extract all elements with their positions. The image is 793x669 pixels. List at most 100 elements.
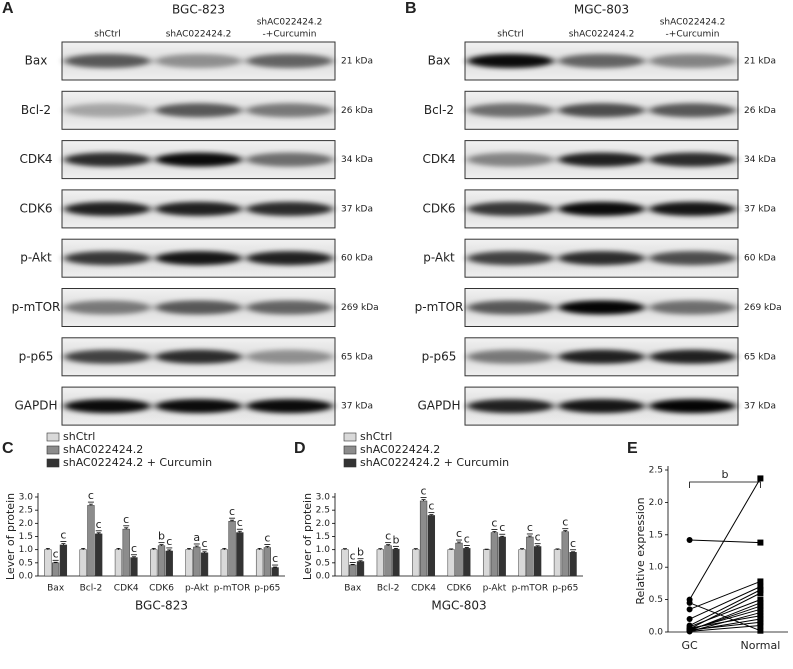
error-bar bbox=[563, 530, 568, 532]
significance-label: c bbox=[202, 537, 208, 550]
error-bar bbox=[151, 547, 156, 550]
blot-band bbox=[558, 251, 645, 266]
bar bbox=[263, 547, 271, 577]
y-tick-label: 0.5 bbox=[649, 595, 663, 605]
bar bbox=[79, 549, 87, 577]
x-tick-label: p-mTOR bbox=[512, 584, 549, 594]
point bbox=[757, 609, 764, 616]
blot-band bbox=[649, 103, 736, 118]
error-bar bbox=[555, 548, 560, 550]
bar bbox=[392, 548, 400, 577]
point bbox=[757, 475, 764, 482]
protein-label: p-p65 bbox=[422, 349, 457, 363]
blot-band bbox=[155, 300, 242, 315]
error-bar bbox=[202, 551, 207, 553]
significance-label: c bbox=[237, 516, 243, 529]
pair-line bbox=[689, 586, 761, 620]
legend-swatch bbox=[46, 432, 60, 442]
bar bbox=[130, 557, 138, 577]
blot-band bbox=[558, 152, 645, 167]
bar bbox=[349, 564, 357, 577]
point bbox=[757, 583, 764, 590]
blot-band bbox=[558, 399, 645, 414]
error-bar bbox=[187, 547, 192, 550]
bar bbox=[419, 500, 428, 577]
error-bar bbox=[378, 548, 383, 550]
significance-label: c bbox=[456, 527, 462, 540]
significance-label: b bbox=[158, 530, 165, 543]
bar bbox=[200, 552, 209, 577]
significance-label: c bbox=[272, 552, 278, 565]
bar bbox=[561, 531, 569, 577]
error-bar bbox=[386, 544, 391, 546]
significance-label: c bbox=[570, 537, 576, 550]
lane-header: shCtrl bbox=[94, 30, 120, 40]
pair-line bbox=[689, 539, 761, 544]
blot-band bbox=[155, 399, 242, 414]
size-label: 37 kDa bbox=[744, 204, 776, 214]
blot-band bbox=[246, 152, 333, 167]
bar bbox=[518, 549, 526, 577]
lane-header: shAC022424.2 bbox=[166, 30, 232, 40]
lane-header: shAC022424.2 bbox=[569, 30, 635, 40]
blot-band bbox=[467, 251, 554, 266]
blot-band bbox=[64, 349, 151, 364]
significance-label: c bbox=[421, 485, 427, 498]
pair-line bbox=[689, 621, 761, 631]
size-label: 34 kDa bbox=[744, 155, 776, 165]
x-tick-label: p-p65 bbox=[552, 584, 578, 594]
size-label: 65 kDa bbox=[341, 352, 373, 362]
blot-band bbox=[155, 201, 242, 216]
point bbox=[686, 616, 693, 623]
blot-band bbox=[64, 152, 151, 167]
protein-label: Bcl-2 bbox=[424, 103, 454, 117]
significance-label: b bbox=[392, 533, 399, 546]
blot-band bbox=[246, 251, 333, 266]
legend-label: shAC022424.2 + Curcumin bbox=[360, 456, 509, 469]
blot-band bbox=[467, 300, 554, 315]
blot-band bbox=[64, 251, 151, 266]
blot-band bbox=[64, 300, 151, 315]
lane-header: shCtrl bbox=[497, 30, 523, 40]
blot-band bbox=[64, 103, 151, 118]
significance-label: c bbox=[131, 542, 137, 555]
x-tick-label: Bax bbox=[47, 584, 65, 594]
bar bbox=[87, 505, 95, 577]
size-label: 26 kDa bbox=[744, 106, 776, 116]
size-label: 269 kDa bbox=[341, 303, 379, 313]
size-label: 37 kDa bbox=[341, 204, 373, 214]
y-tick-label: 1.0 bbox=[316, 545, 331, 555]
bar bbox=[236, 532, 244, 577]
blot-band bbox=[246, 54, 333, 68]
blot-band bbox=[558, 201, 645, 216]
protein-label: Bax bbox=[25, 54, 48, 68]
blot-band bbox=[64, 201, 151, 216]
bar bbox=[455, 542, 463, 577]
error-bar bbox=[116, 547, 121, 550]
bar bbox=[498, 536, 506, 577]
pair-line bbox=[689, 478, 761, 600]
bar bbox=[384, 545, 392, 577]
significance-label: c bbox=[499, 521, 505, 534]
blot-title: BGC-823 bbox=[172, 3, 225, 17]
blot-band bbox=[467, 349, 554, 364]
bar bbox=[447, 549, 455, 577]
x-tick-label: CDK6 bbox=[447, 584, 472, 594]
blot-band bbox=[155, 54, 242, 68]
blot-band bbox=[649, 349, 736, 364]
point bbox=[686, 536, 693, 543]
size-label: 37 kDa bbox=[744, 402, 776, 412]
legend-label: shAC022424.2 bbox=[63, 443, 143, 456]
protein-label: CDK4 bbox=[19, 152, 52, 166]
legend-swatch bbox=[46, 458, 60, 468]
legend-label: shAC022424.2 bbox=[360, 443, 440, 456]
blot-title: MGC-803 bbox=[574, 3, 629, 17]
error-bar bbox=[124, 527, 129, 530]
legend-label: shAC022424.2 + Curcumin bbox=[63, 456, 212, 469]
x-tick-label: Bax bbox=[344, 584, 362, 594]
bar bbox=[490, 532, 499, 577]
y-tick-label: 2.5 bbox=[316, 506, 330, 516]
x-tick-label: p-Akt bbox=[185, 584, 209, 594]
bar bbox=[59, 544, 68, 577]
error-bar bbox=[464, 547, 469, 549]
